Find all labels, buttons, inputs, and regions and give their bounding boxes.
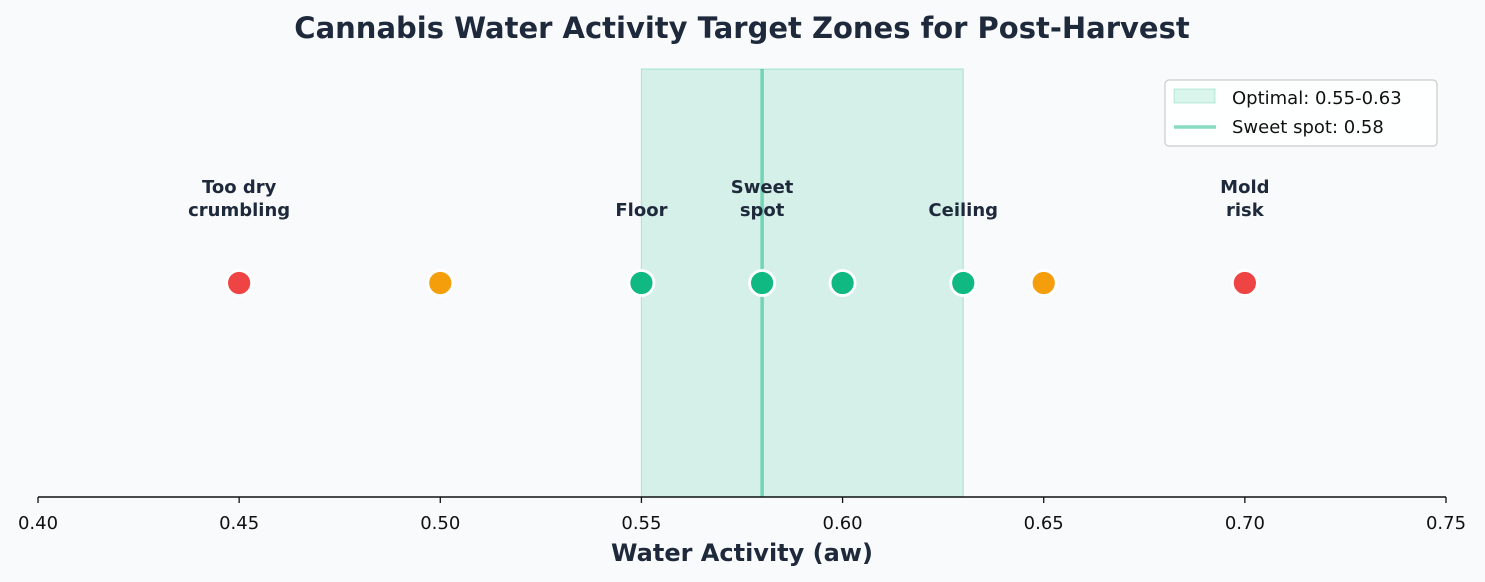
point-annotation: Sweet: [731, 177, 794, 198]
x-axis: 0.40 0.45 0.50 0.55 0.60 0.65 0.70 0.75: [18, 496, 1466, 534]
point-annotation: Too dry: [202, 177, 277, 198]
point-annotation: Floor: [615, 200, 667, 221]
data-point: [949, 269, 978, 297]
x-tick-label: 0.70: [1225, 513, 1265, 534]
x-axis-label: Water Activity (aw): [611, 539, 873, 567]
point-annotation: spot: [740, 200, 785, 221]
legend-band-label: Optimal: 0.55-0.63: [1232, 88, 1402, 109]
x-tick-label: 0.55: [621, 513, 661, 534]
x-tick-label: 0.60: [823, 513, 863, 534]
point-annotation: crumbling: [188, 200, 290, 221]
point-annotation: Mold: [1220, 177, 1269, 198]
legend-band-swatch: [1173, 88, 1216, 104]
data-point: [627, 269, 656, 297]
optimal-band: [640, 68, 964, 498]
data-point: [828, 269, 857, 297]
data-point: [748, 269, 777, 297]
legend: Optimal: 0.55-0.63 Sweet spot: 0.58: [1164, 79, 1438, 147]
x-tick-label: 0.50: [420, 513, 460, 534]
chart-title: Cannabis Water Activity Target Zones for…: [294, 11, 1190, 45]
data-point: [426, 269, 455, 297]
x-tick-label: 0.75: [1426, 513, 1466, 534]
x-tick-label: 0.45: [219, 513, 259, 534]
legend-frame: [1164, 79, 1438, 147]
optimal-band-layer: [640, 68, 964, 498]
point-annotation: risk: [1226, 200, 1265, 221]
point-annotation: Ceiling: [928, 200, 998, 221]
data-point: [225, 269, 254, 297]
legend-line-label: Sweet spot: 0.58: [1232, 117, 1384, 138]
data-point: [1230, 269, 1259, 297]
data-point: [1029, 269, 1058, 297]
x-tick-label: 0.65: [1024, 513, 1064, 534]
x-tick-label: 0.40: [18, 513, 58, 534]
points-layer: [225, 269, 1259, 297]
